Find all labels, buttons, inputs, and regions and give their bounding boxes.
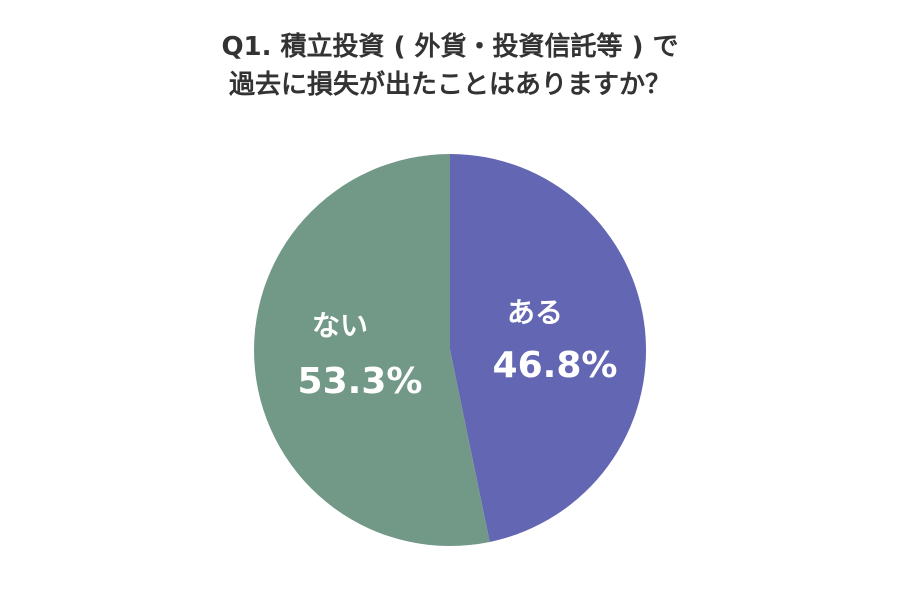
slice-label-aru: ある [507,296,563,329]
chart-title-line-1: Q1. 積立投資 ( 外貨・投資信託等 ) で [221,32,679,62]
pie-slice-nai [254,154,490,546]
slice-label-nai: ない [312,309,368,342]
chart-title-line-2: 過去に損失が出たことはありますか？ [228,70,671,100]
chart-title: Q1. 積立投資 ( 外貨・投資信託等 ) で 過去に損失が出たことはありますか… [0,28,900,104]
slice-value-nai: 53.3% [298,361,423,402]
pie-slice-aru [450,154,647,542]
slice-value-aru: 46.8% [493,345,618,386]
